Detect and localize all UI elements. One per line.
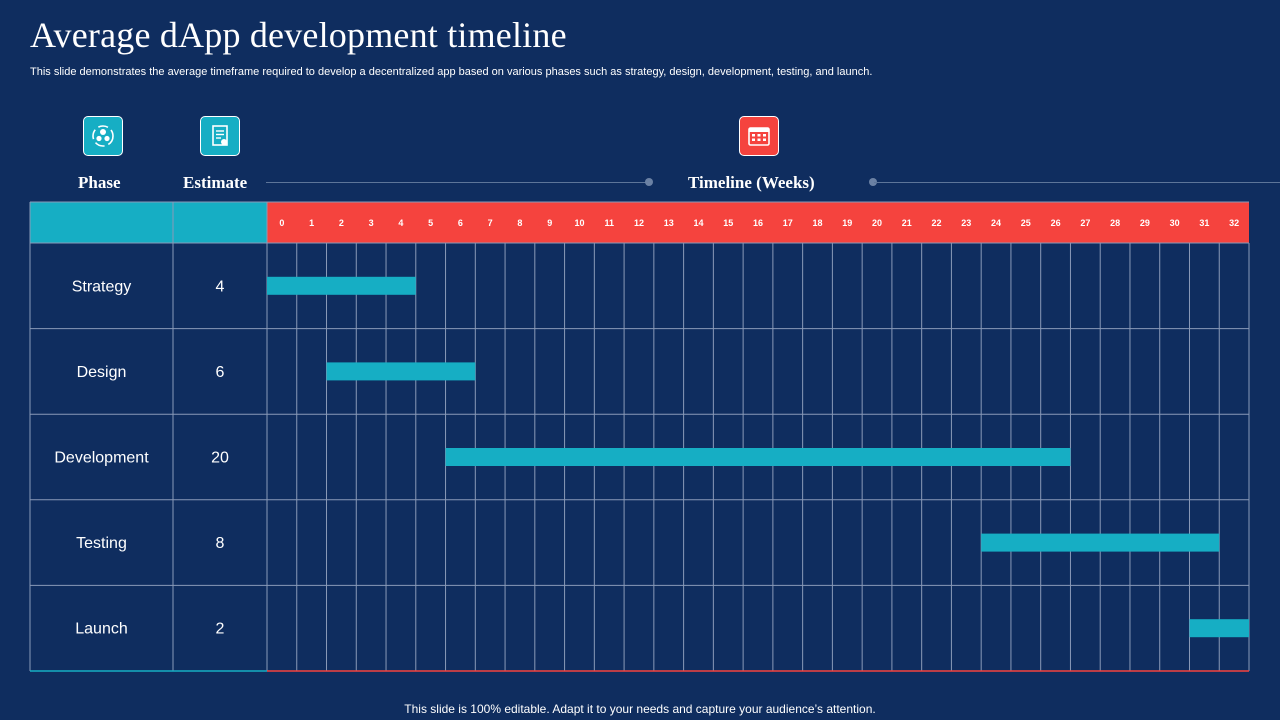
week-tick-label: 28 [1110, 218, 1120, 228]
estimate-column-label: Estimate [183, 173, 248, 192]
week-tick-label: 19 [842, 218, 852, 228]
week-tick-label: 29 [1140, 218, 1150, 228]
estimate-icon-box [200, 116, 240, 156]
estimate-value: 20 [211, 450, 229, 467]
week-tick-label: 13 [664, 218, 674, 228]
phase-label: Launch [75, 621, 128, 638]
week-tick-label: 17 [783, 218, 793, 228]
week-tick-label: 25 [1021, 218, 1031, 228]
header-teal-block [30, 202, 267, 243]
phase-column-label: Phase [78, 173, 121, 192]
network-cycle-icon [92, 125, 114, 147]
estimate-value: 8 [216, 535, 225, 552]
gantt-bar [981, 533, 1220, 552]
week-tick-label: 32 [1229, 218, 1239, 228]
week-tick-label: 23 [961, 218, 971, 228]
footer-note: This slide is 100% editable. Adapt it to… [404, 702, 876, 716]
gantt-bar [445, 448, 1071, 466]
week-tick-label: 7 [488, 218, 493, 228]
estimate-value: 2 [216, 621, 225, 638]
week-tick-label: 11 [604, 218, 614, 228]
week-tick-label: 27 [1080, 218, 1090, 228]
phase-icon-box [83, 116, 123, 156]
estimate-value: 6 [216, 364, 225, 381]
phase-label: Strategy [72, 278, 132, 295]
week-tick-label: 8 [517, 218, 522, 228]
week-tick-label: 5 [428, 218, 433, 228]
week-tick-label: 26 [1051, 218, 1061, 228]
week-tick-label: 1 [309, 218, 314, 228]
page-subtitle: This slide demonstrates the average time… [30, 66, 873, 78]
estimate-value: 4 [216, 278, 225, 295]
page-title: Average dApp development timeline [30, 15, 567, 55]
week-tick-label: 3 [369, 218, 374, 228]
week-tick-label: 12 [634, 218, 644, 228]
week-tick-label: 9 [547, 218, 552, 228]
week-tick-label: 21 [902, 218, 912, 228]
week-tick-label: 15 [723, 218, 733, 228]
gantt-bar [326, 362, 476, 381]
timeline-column-label: Timeline (Weeks) [688, 173, 815, 192]
calendar-icon [748, 127, 770, 146]
week-tick-label: 24 [991, 218, 1001, 228]
week-tick-label: 0 [279, 218, 284, 228]
week-tick-label: 22 [932, 218, 942, 228]
week-tick-label: 4 [398, 218, 403, 228]
phase-label: Testing [76, 535, 127, 552]
week-tick-label: 18 [813, 218, 823, 228]
phase-label: Development [54, 450, 149, 467]
left-connector-dot [645, 178, 653, 186]
week-tick-label: 10 [574, 218, 584, 228]
calendar-icon-box [739, 116, 779, 156]
gantt-bar [1189, 619, 1249, 638]
week-tick-label: 31 [1199, 218, 1209, 228]
right-connector-line [874, 182, 1280, 183]
left-connector-line [266, 182, 649, 183]
week-tick-label: 6 [458, 218, 463, 228]
week-tick-label: 20 [872, 218, 882, 228]
week-tick-label: 30 [1170, 218, 1180, 228]
phase-label: Design [77, 364, 127, 381]
week-tick-label: 16 [753, 218, 763, 228]
week-tick-label: 14 [693, 218, 703, 228]
week-tick-label: 2 [339, 218, 344, 228]
document-estimate-icon [212, 125, 228, 146]
gantt-bar [267, 276, 416, 295]
right-connector-dot [869, 178, 877, 186]
header-weeks-block [267, 202, 1249, 243]
